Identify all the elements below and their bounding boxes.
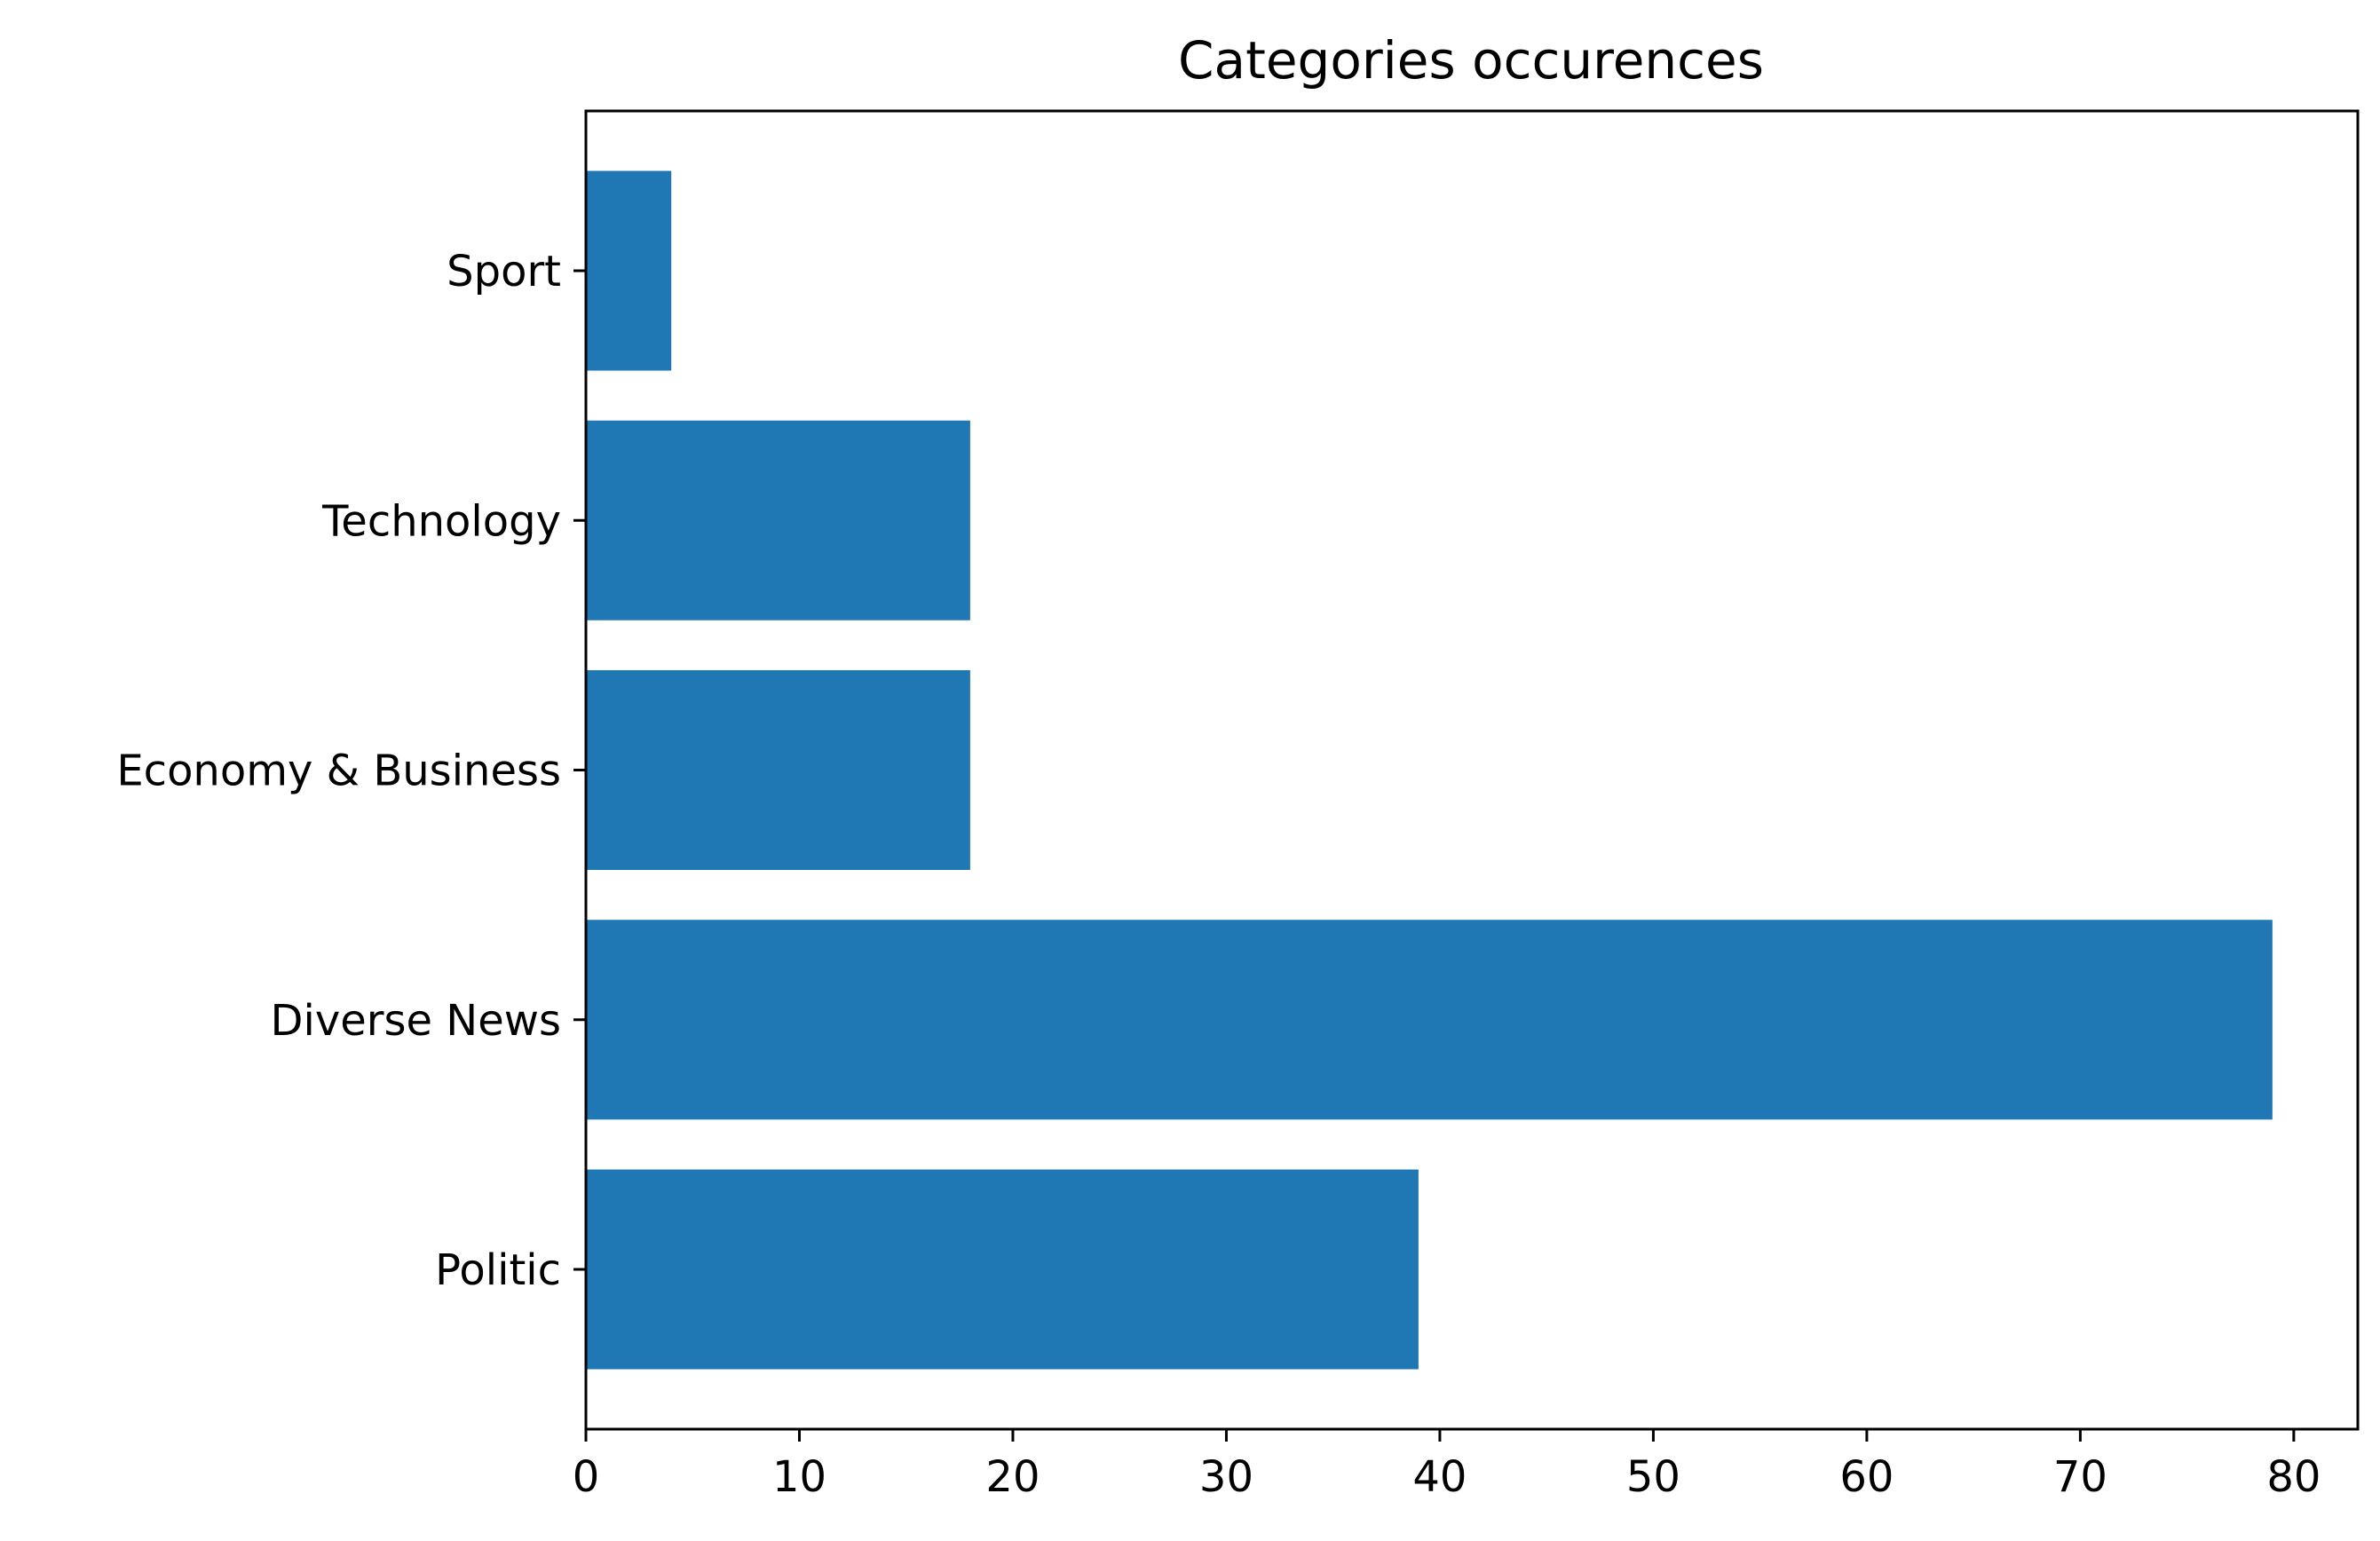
x-tick-label: 60 — [1839, 1452, 1894, 1502]
chart-title: Categories occurences — [1178, 30, 1764, 91]
x-tick-label: 20 — [985, 1452, 1040, 1502]
x-tick-label: 30 — [1199, 1452, 1253, 1502]
bar-politic — [586, 1169, 1419, 1370]
plot-frame — [584, 109, 2360, 1431]
x-axis: 0 10 20 30 40 50 60 70 80 — [573, 1429, 2321, 1502]
x-tick-label: 70 — [2053, 1452, 2107, 1502]
y-tick-label: Economy & Business — [116, 747, 561, 796]
bar-economy-business — [586, 670, 970, 870]
bars-group — [586, 170, 2273, 1370]
y-tick-label: Technology — [321, 496, 561, 546]
y-axis: Politic Diverse News Economy & Business Tec… — [116, 247, 586, 1295]
x-tick-label: 0 — [573, 1452, 600, 1502]
bar-sport — [586, 170, 672, 371]
x-tick-label: 80 — [2266, 1452, 2321, 1502]
bar-technology — [586, 420, 970, 620]
y-tick-label: Politic — [435, 1245, 561, 1295]
y-tick-label: Diverse News — [271, 996, 561, 1046]
x-tick-label: 10 — [772, 1452, 826, 1502]
x-tick-label: 40 — [1412, 1452, 1467, 1502]
x-tick-label: 50 — [1626, 1452, 1680, 1502]
y-tick-label: Sport — [447, 247, 561, 296]
bar-diverse-news — [586, 920, 2273, 1120]
